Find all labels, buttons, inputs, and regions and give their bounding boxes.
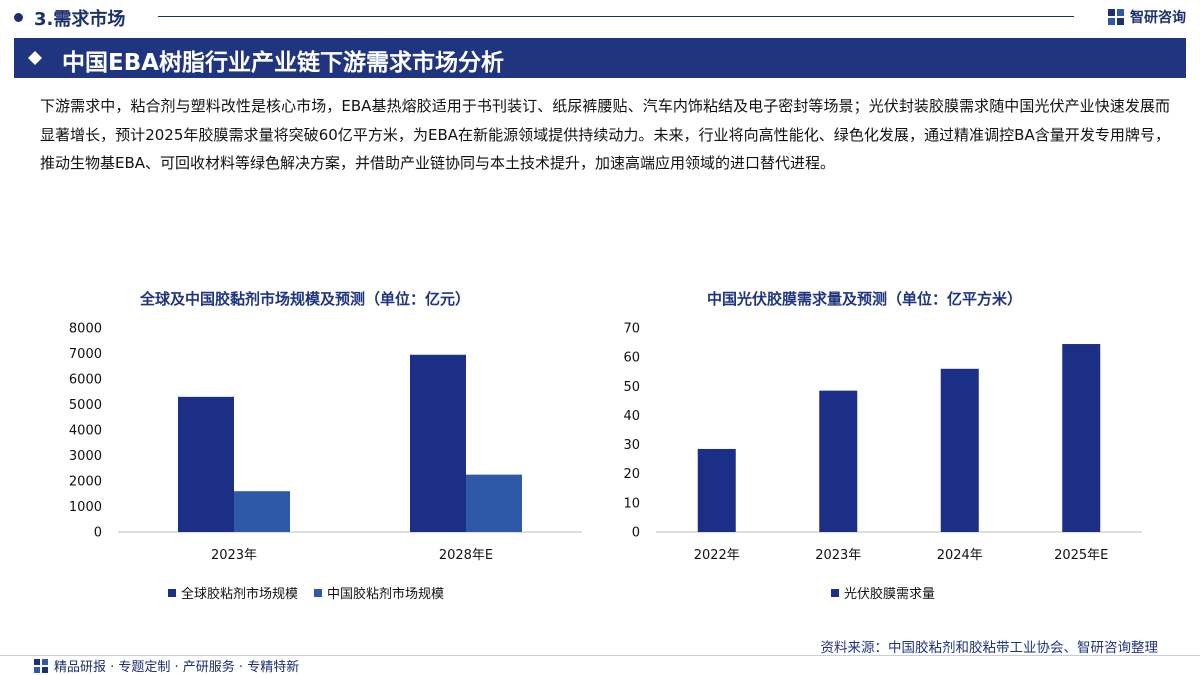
chart2-bar xyxy=(1062,344,1101,532)
chart1-ytick-label: 1000 xyxy=(69,500,102,515)
chart2-bar xyxy=(819,390,858,532)
title-banner: 中国EBA树脂行业产业链下游需求市场分析 xyxy=(14,38,1186,78)
section-bullet xyxy=(14,13,23,22)
chart1-ytick-label: 0 xyxy=(94,526,102,541)
footer-divider xyxy=(0,655,1200,656)
chart1-xtick-label: 2028年E xyxy=(439,548,493,563)
legend-swatch xyxy=(314,588,323,597)
chart2-ytick-label: 30 xyxy=(623,438,640,453)
chart2-xtick-label: 2025年E xyxy=(1054,548,1108,563)
brand: 智研咨询 xyxy=(1107,7,1186,27)
chart1-ytick-label: 6000 xyxy=(69,373,102,388)
section-title: 3.需求市场 xyxy=(34,9,126,30)
legend-swatch xyxy=(831,588,839,597)
chart2-bar xyxy=(697,448,736,532)
chart2-legend: 光伏胶膜需求量 xyxy=(831,583,935,602)
chart1-legend-item-global: 全球胶粘剂市场规模 xyxy=(168,583,298,602)
chart1-ytick-label: 2000 xyxy=(69,475,102,490)
footer-text: 精品研报 · 专题定制 · 产研服务 · 专精特新 xyxy=(54,660,300,675)
chart1-legend-item-china: 中国胶粘剂市场规模 xyxy=(314,583,444,602)
section-header: 3.需求市场 智研咨询 xyxy=(0,0,1200,34)
chart1-bar xyxy=(410,354,466,532)
legend-label: 光伏胶膜需求量 xyxy=(844,587,936,602)
chart1-title: 全球及中国胶黏剂市场规模及预测（单位：亿元） xyxy=(140,290,471,308)
chart1-ytick-label: 7000 xyxy=(69,347,102,362)
footer: 精品研报 · 专题定制 · 产研服务 · 专精特新 xyxy=(34,656,299,675)
brand-logo-icon xyxy=(1108,9,1124,25)
chart1-xtick-label: 2023年 xyxy=(211,548,257,563)
chart2-bar xyxy=(940,368,979,532)
legend-label: 全球胶粘剂市场规模 xyxy=(181,587,299,602)
diamond-icon xyxy=(28,51,42,65)
legend-label: 中国胶粘剂市场规模 xyxy=(327,587,445,602)
chart1-ytick-label: 4000 xyxy=(69,424,102,439)
chart2-ytick-label: 60 xyxy=(623,351,640,366)
chart1-legend: 全球胶粘剂市场规模 中国胶粘剂市场规模 xyxy=(168,583,444,602)
chart2-xtick-label: 2024年 xyxy=(937,548,983,563)
description-paragraph: 下游需求中，粘合剂与塑料改性是核心市场，EBA基热熔胶适用于书刊装订、纸尿裤腰贴… xyxy=(40,97,1170,172)
chart1-ytick-label: 8000 xyxy=(69,322,102,337)
chart1-ytick-label: 5000 xyxy=(69,398,102,413)
chart2-ytick-label: 20 xyxy=(623,467,640,482)
legend-swatch xyxy=(168,588,176,597)
source-note: 资料来源：中国胶粘剂和胶粘带工业协会、智研咨询整理 xyxy=(820,640,1159,656)
section-divider xyxy=(158,16,1074,17)
chart2-ytick-label: 70 xyxy=(623,322,640,337)
chart2-ytick-label: 0 xyxy=(632,526,640,541)
chart1-bar xyxy=(234,491,290,532)
footer-logo-icon xyxy=(34,658,48,673)
chart2-title: 中国光伏胶膜需求量及预测（单位：亿平方米） xyxy=(707,290,1023,308)
chart2-ytick-label: 10 xyxy=(623,496,640,511)
chart2-ytick-label: 50 xyxy=(623,380,640,395)
brand-name: 智研咨询 xyxy=(1130,10,1186,26)
chart2-ytick-label: 40 xyxy=(623,409,640,424)
chart1-ytick-label: 3000 xyxy=(69,449,102,464)
chart1-bar xyxy=(466,474,522,532)
chart1-bar xyxy=(178,396,234,532)
chart2-xtick-label: 2023年 xyxy=(815,548,861,563)
chart2-xtick-label: 2022年 xyxy=(694,548,740,563)
page-title: 中国EBA树脂行业产业链下游需求市场分析 xyxy=(62,50,505,76)
chart2-legend-item: 光伏胶膜需求量 xyxy=(831,583,935,602)
